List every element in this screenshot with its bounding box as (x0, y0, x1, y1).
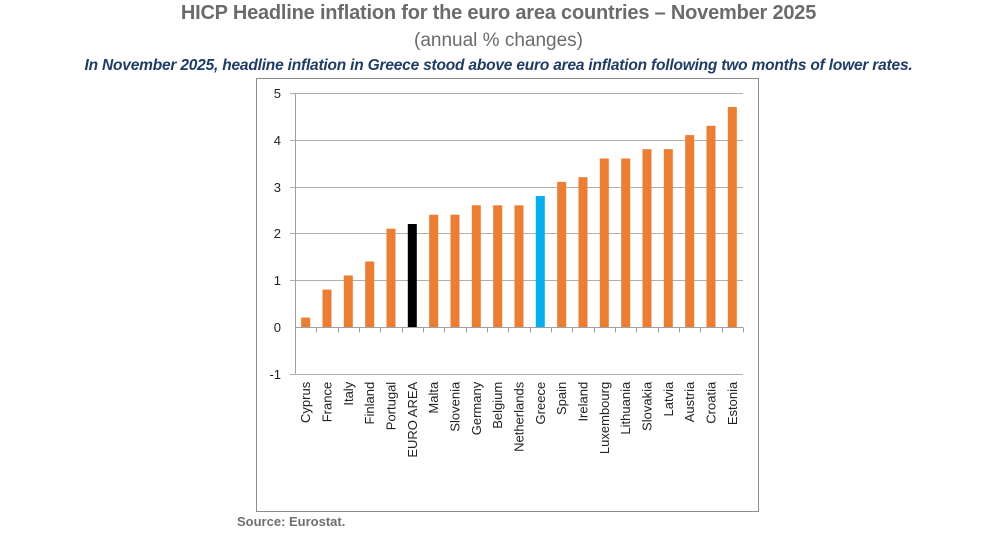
bar-lithuania (621, 158, 631, 327)
x-tick-label: Estonia (725, 381, 740, 425)
x-tick-label: Slovakia (640, 381, 655, 431)
bar-slovakia (642, 149, 652, 327)
bar-estonia (727, 107, 737, 327)
y-tick-label: 2 (274, 226, 281, 241)
bar-belgium (493, 205, 503, 327)
x-tick-label: Ireland (576, 382, 591, 422)
bar-malta (429, 214, 439, 327)
bar-euro-area (407, 224, 417, 327)
x-tick-label: Malta (426, 381, 441, 414)
x-tick-label: Germany (469, 381, 484, 435)
bar-portugal (386, 228, 396, 327)
y-axis-ticks: -1 0 1 2 3 4 5 (269, 86, 281, 382)
chart-headline: In November 2025, headline inflation in … (84, 57, 913, 74)
bar-germany (471, 205, 481, 327)
bar-croatia (706, 125, 716, 327)
bar-greece (535, 196, 545, 327)
x-tick-label: Portugal (384, 382, 399, 431)
y-tick-label: 3 (274, 180, 281, 195)
y-tick-label: -1 (269, 367, 281, 382)
x-tick-label: Netherlands (512, 381, 527, 452)
x-axis-labels: Cyprus France Italy Finland Portugal EURO ARE… (298, 381, 740, 458)
x-tick-label: Spain (554, 382, 569, 415)
x-tick-label: Italy (341, 381, 356, 405)
bar-cyprus (301, 317, 311, 327)
x-tick-label: Croatia (704, 381, 719, 424)
y-tick-label: 0 (274, 320, 281, 335)
x-tick-label: Lithuania (618, 381, 633, 435)
y-tick-label: 5 (274, 86, 281, 101)
bar-finland (365, 261, 375, 327)
x-tick-label: Austria (682, 381, 697, 422)
x-tick-label: Slovenia (448, 381, 463, 432)
y-tick-label: 1 (274, 273, 281, 288)
x-axis (295, 93, 744, 374)
bar-ireland (578, 177, 588, 327)
bar-italy (343, 275, 353, 327)
x-tick-label: EURO AREA (405, 381, 420, 457)
bars (301, 107, 737, 327)
x-tick-label: Cyprus (298, 381, 313, 423)
chart-subtitle: (annual % changes) (414, 30, 583, 51)
x-tick-label: Greece (533, 382, 548, 425)
bar-luxembourg (599, 158, 609, 327)
bar-austria (685, 135, 695, 327)
chart-frame (256, 78, 759, 512)
bar-france (322, 289, 332, 327)
x-tick-label: France (320, 382, 335, 422)
x-tick-label: Belgium (490, 382, 505, 429)
x-tick-label: Latvia (661, 381, 676, 416)
chart-title: HICP Headline inflation for the euro are… (180, 2, 817, 24)
source-note: Source: Eurostat. (237, 514, 346, 529)
x-tick-label: Finland (362, 382, 377, 425)
bar-slovenia (450, 214, 460, 327)
bar-spain (557, 181, 567, 327)
bar-netherlands (514, 205, 524, 327)
x-tick-label: Luxembourg (597, 382, 612, 454)
bar-latvia (663, 149, 673, 327)
y-tick-label: 4 (274, 133, 281, 148)
